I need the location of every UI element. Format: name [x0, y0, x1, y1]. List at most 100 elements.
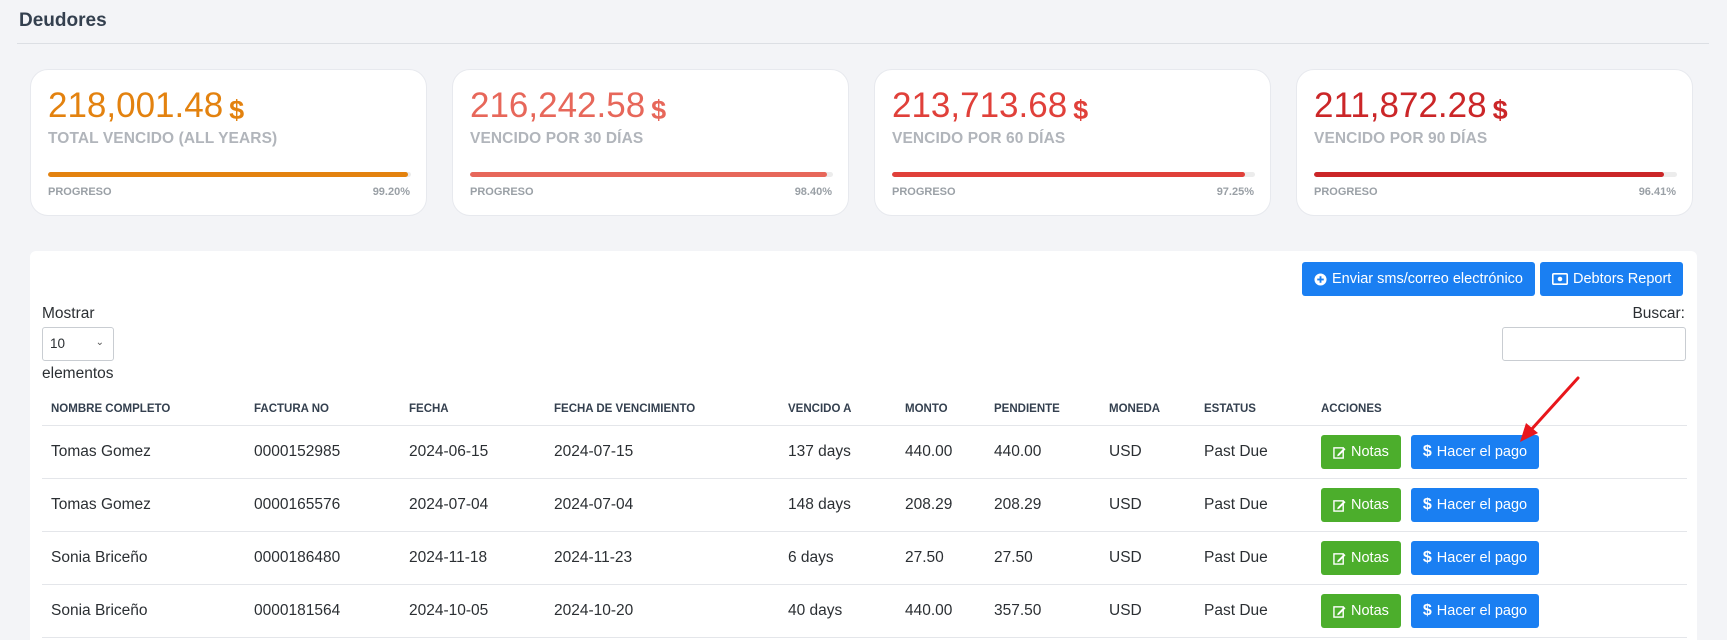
cell-currency: USD: [1109, 602, 1142, 619]
cell-name: Tomas Gomez: [51, 443, 151, 460]
progress-fill: [892, 172, 1246, 177]
table-header: NOMBRE COMPLETO FACTURA NO FECHA FECHA D…: [42, 393, 1687, 426]
table-row: Sonia Briceño 0000181564 2024-10-05 2024-10…: [42, 585, 1687, 638]
card-amount: 213,713.68 $: [892, 86, 1088, 128]
cell-status: Past Due: [1204, 496, 1268, 513]
card-label: VENCIDO POR 30 DÍAS: [470, 130, 644, 147]
summary-card-90-days: 211,872.28 $ VENCIDO POR 90 DÍAS PROGRESO…: [1296, 69, 1693, 216]
table-body: Tomas Gomez 0000152985 2024-06-15 2024-07-1…: [42, 426, 1687, 638]
page-title: Deudores: [19, 10, 107, 31]
notes-button[interactable]: Notas: [1321, 594, 1401, 628]
money-bill-icon: [1552, 273, 1568, 285]
search-label: Buscar:: [1632, 305, 1685, 322]
cell-name: Tomas Gomez: [51, 496, 151, 513]
summary-card-60-days: 213,713.68 $ VENCIDO POR 60 DÍAS PROGRESO…: [874, 69, 1271, 216]
notes-button[interactable]: Notas: [1321, 488, 1401, 522]
length-suffix-label: elementos: [42, 365, 114, 382]
dollar-icon: $: [1422, 496, 1432, 513]
column-header[interactable]: ESTATUS: [1204, 403, 1256, 415]
amount-value: 216,242.58: [470, 86, 646, 125]
cell-actions: Notas $ Hacer el pago: [1312, 488, 1662, 522]
notes-label: Notas: [1351, 603, 1389, 619]
payment-label: Hacer el pago: [1436, 444, 1528, 460]
progress-track: [1314, 172, 1677, 177]
card-label: TOTAL VENCIDO (ALL YEARS): [48, 130, 278, 147]
progress-value: 99.20%: [372, 186, 410, 198]
debtors-panel: Enviar sms/correo electrónico Debtors Re…: [30, 251, 1697, 640]
cell-invoice: 0000165576: [254, 496, 341, 513]
page-length-value: 10: [50, 336, 66, 351]
cell-overdue: 148 days: [788, 496, 851, 513]
progress-value: 96.41%: [1638, 186, 1676, 198]
cell-invoice: 0000152985: [254, 443, 341, 460]
cell-invoice: 0000181564: [254, 602, 341, 619]
cell-status: Past Due: [1204, 443, 1268, 460]
column-header[interactable]: MONTO: [905, 403, 948, 415]
cell-status: Past Due: [1204, 549, 1268, 566]
cell-invoice: 0000186480: [254, 549, 341, 566]
edit-icon: [1333, 446, 1346, 459]
cell-amount: 440.00: [905, 602, 953, 619]
progress-fill: [48, 172, 409, 177]
cell-overdue: 137 days: [788, 443, 851, 460]
progress-label: PROGRESO: [48, 186, 112, 198]
cell-date: 2024-07-04: [409, 496, 489, 513]
amount-value: 211,872.28: [1314, 86, 1487, 125]
progress-track: [470, 172, 833, 177]
debtors-report-button[interactable]: Debtors Report: [1540, 262, 1684, 296]
cell-overdue: 6 days: [788, 549, 834, 566]
column-header[interactable]: PENDIENTE: [994, 403, 1060, 415]
cell-currency: USD: [1109, 443, 1142, 460]
progress-label: PROGRESO: [1314, 186, 1378, 198]
make-payment-button[interactable]: $ Hacer el pago: [1410, 435, 1540, 469]
cell-overdue: 40 days: [788, 602, 843, 619]
cell-amount: 27.50: [905, 549, 944, 566]
notes-button[interactable]: Notas: [1321, 435, 1401, 469]
length-prefix-label: Mostrar: [42, 305, 95, 322]
cell-currency: USD: [1109, 496, 1142, 513]
progress-track: [892, 172, 1255, 177]
column-header: ACCIONES: [1321, 403, 1382, 415]
cell-currency: USD: [1109, 549, 1142, 566]
cell-amount: 440.00: [905, 443, 953, 460]
notes-button[interactable]: Notas: [1321, 541, 1401, 575]
edit-icon: [1333, 552, 1346, 565]
column-header[interactable]: FACTURA NO: [254, 403, 329, 415]
cell-name: Sonia Briceño: [51, 602, 148, 619]
cell-actions: Notas $ Hacer el pago: [1312, 435, 1662, 469]
progress-fill: [470, 172, 828, 177]
summary-card-30-days: 216,242.58 $ VENCIDO POR 30 DÍAS PROGRESO…: [452, 69, 849, 216]
progress-label: PROGRESO: [892, 186, 956, 198]
card-amount: 211,872.28 $: [1314, 86, 1508, 128]
card-label: VENCIDO POR 90 DÍAS: [1314, 130, 1488, 147]
annotation-arrow-icon: [1520, 376, 1580, 442]
cell-due-date: 2024-07-15: [554, 443, 634, 460]
make-payment-button[interactable]: $ Hacer el pago: [1410, 594, 1540, 628]
cell-due-date: 2024-11-23: [554, 549, 633, 566]
make-payment-button[interactable]: $ Hacer el pago: [1410, 541, 1540, 575]
cell-due-date: 2024-10-20: [554, 602, 634, 619]
column-header[interactable]: MONEDA: [1109, 403, 1161, 415]
column-header[interactable]: FECHA: [409, 403, 449, 415]
cell-name: Sonia Briceño: [51, 549, 148, 566]
currency-symbol: $: [229, 95, 245, 125]
card-label: VENCIDO POR 60 DÍAS: [892, 130, 1066, 147]
column-header[interactable]: VENCIDO A: [788, 403, 852, 415]
table-row: Sonia Briceño 0000186480 2024-11-18 2024-11…: [42, 532, 1687, 585]
cell-date: 2024-10-05: [409, 602, 489, 619]
page-length-select[interactable]: 10 ⌄: [42, 327, 114, 361]
column-header[interactable]: FECHA DE VENCIMIENTO: [554, 403, 696, 415]
report-label: Debtors Report: [1573, 271, 1672, 287]
dollar-icon: $: [1422, 602, 1432, 619]
progress-label: PROGRESO: [470, 186, 534, 198]
amount-value: 213,713.68: [892, 86, 1068, 125]
notes-label: Notas: [1351, 550, 1389, 566]
make-payment-button[interactable]: $ Hacer el pago: [1410, 488, 1540, 522]
payment-label: Hacer el pago: [1436, 603, 1528, 619]
notes-label: Notas: [1351, 444, 1389, 460]
send-sms-email-button[interactable]: Enviar sms/correo electrónico: [1302, 262, 1535, 296]
column-header[interactable]: NOMBRE COMPLETO: [51, 403, 171, 415]
cell-pending: 27.50: [994, 549, 1033, 566]
search-input[interactable]: [1502, 327, 1686, 361]
cell-due-date: 2024-07-04: [554, 496, 634, 513]
